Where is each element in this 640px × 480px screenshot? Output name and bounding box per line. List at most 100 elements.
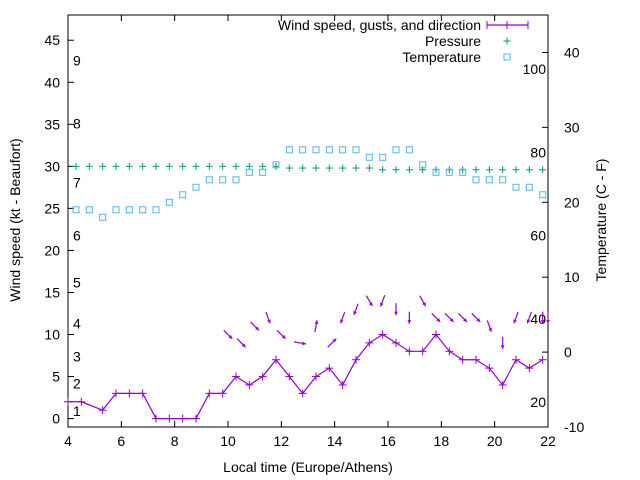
- wind-speed-point: [77, 397, 86, 406]
- y-left-axis-label: Wind speed (kt - Beaufort): [7, 138, 23, 301]
- pressure-point: [312, 164, 320, 172]
- wind-speed-point: [165, 414, 174, 423]
- temperature-point: [99, 213, 107, 221]
- temperature-point: [352, 146, 360, 154]
- wind-speed-point: [64, 397, 72, 406]
- temperature-point: [165, 198, 173, 206]
- temperature-point: [299, 146, 307, 154]
- pressure-point: [512, 166, 520, 174]
- wind-direction-arrow: [471, 313, 481, 323]
- beaufort-label: 9: [73, 52, 81, 68]
- y-right-tick-label: 10: [564, 269, 580, 285]
- wind-direction-arrow: [540, 311, 545, 324]
- y-left-tick-label: 35: [44, 116, 60, 132]
- pressure-point: [299, 164, 307, 172]
- wind-speed-point: [485, 364, 494, 373]
- wind-direction-arrow: [513, 311, 519, 324]
- wind-direction-arrow: [407, 311, 412, 324]
- pressure-point: [379, 166, 387, 174]
- pressure-point: [125, 162, 133, 170]
- wind-direction-arrow: [394, 303, 398, 316]
- y-right-tick-label: 0: [564, 344, 572, 360]
- wind-direction-arrow: [314, 320, 319, 333]
- wind-speed-point: [472, 355, 480, 364]
- wind-speed-point: [432, 330, 440, 339]
- temperature-point: [179, 191, 187, 199]
- pressure-point: [339, 164, 347, 172]
- pressure-point: [205, 162, 213, 170]
- wind-direction-arrow: [431, 313, 441, 323]
- temperature-point: [432, 168, 440, 176]
- series-layer: [64, 146, 550, 423]
- legend-temperature-mark: [503, 53, 511, 61]
- pressure-point: [285, 164, 293, 172]
- wind-speed-point: [392, 338, 400, 347]
- y-right-tick-label: 30: [564, 119, 580, 135]
- wind-speed-point: [125, 389, 134, 398]
- wind-speed-point: [365, 338, 374, 347]
- beaufort-label: 1: [73, 403, 81, 419]
- wind-direction-arrow: [444, 313, 455, 323]
- wind-direction-arrow: [276, 329, 287, 340]
- pressure-point: [232, 162, 240, 170]
- fahrenheit-label: 60: [530, 228, 546, 244]
- legend-label: Wind speed, gusts, and direction: [278, 17, 481, 33]
- temperature-point: [112, 206, 120, 214]
- wind-speed-point: [218, 389, 227, 398]
- fahrenheit-label: 100: [523, 61, 547, 77]
- temperature-point: [485, 176, 493, 184]
- wind-direction-arrow: [249, 321, 260, 331]
- wind-direction-arrow: [265, 311, 271, 324]
- pressure-point: [272, 162, 280, 170]
- pressure-point: [112, 162, 120, 170]
- wind-direction-arrow: [327, 338, 337, 348]
- x-tick-label: 20: [487, 433, 503, 449]
- wind-speed-point: [445, 347, 454, 356]
- pressure-point: [245, 162, 253, 170]
- pressure-point: [99, 162, 107, 170]
- wind-direction-arrow: [457, 313, 468, 323]
- wind-speed-point: [205, 389, 214, 398]
- temperature-point: [539, 191, 547, 199]
- wind-speed-point: [138, 389, 147, 398]
- y-left-tick-label: 10: [44, 327, 60, 343]
- pressure-point: [325, 164, 333, 172]
- plot-frame: [67, 14, 549, 428]
- wind-speed-point: [312, 372, 320, 381]
- temperature-point: [459, 168, 467, 176]
- x-tick-label: 18: [434, 433, 450, 449]
- temperature-point: [525, 183, 533, 191]
- wind-speed-point: [178, 414, 187, 423]
- pressure-point: [139, 162, 147, 170]
- x-tick-label: 4: [64, 433, 72, 449]
- pressure-point: [525, 166, 533, 174]
- beaufort-label: 6: [73, 227, 81, 243]
- y-left-tick-label: 40: [44, 74, 60, 90]
- wind-speed-point: [272, 355, 280, 364]
- temperature-point: [139, 206, 147, 214]
- legend-label: Pressure: [425, 33, 481, 49]
- wind-direction-arrow: [365, 295, 373, 307]
- y-left-tick-label: 0: [52, 411, 60, 427]
- beaufort-label: 3: [73, 348, 81, 364]
- pressure-point: [539, 166, 547, 174]
- y-left-tick-label: 15: [44, 284, 60, 300]
- temperature-point: [472, 176, 480, 184]
- temperature-point: [72, 206, 80, 214]
- temperature-point: [392, 146, 400, 154]
- pressure-point: [405, 166, 413, 174]
- pressure-point: [179, 162, 187, 170]
- x-tick-label: 12: [274, 433, 290, 449]
- wind-direction-arrow: [236, 338, 247, 348]
- wind-direction-arrow: [419, 295, 427, 307]
- wind-direction-arrow: [500, 336, 505, 349]
- pressure-point: [259, 162, 267, 170]
- temperature-point: [405, 146, 413, 154]
- y-right-tick-label: -10: [564, 419, 584, 435]
- y-left-tick-label: 45: [44, 32, 60, 48]
- wind-speed-point: [152, 414, 160, 423]
- pressure-point: [85, 162, 93, 170]
- legend-label: Temperature: [402, 49, 481, 65]
- x-tick-label: 10: [220, 433, 236, 449]
- temperature-point: [205, 176, 213, 184]
